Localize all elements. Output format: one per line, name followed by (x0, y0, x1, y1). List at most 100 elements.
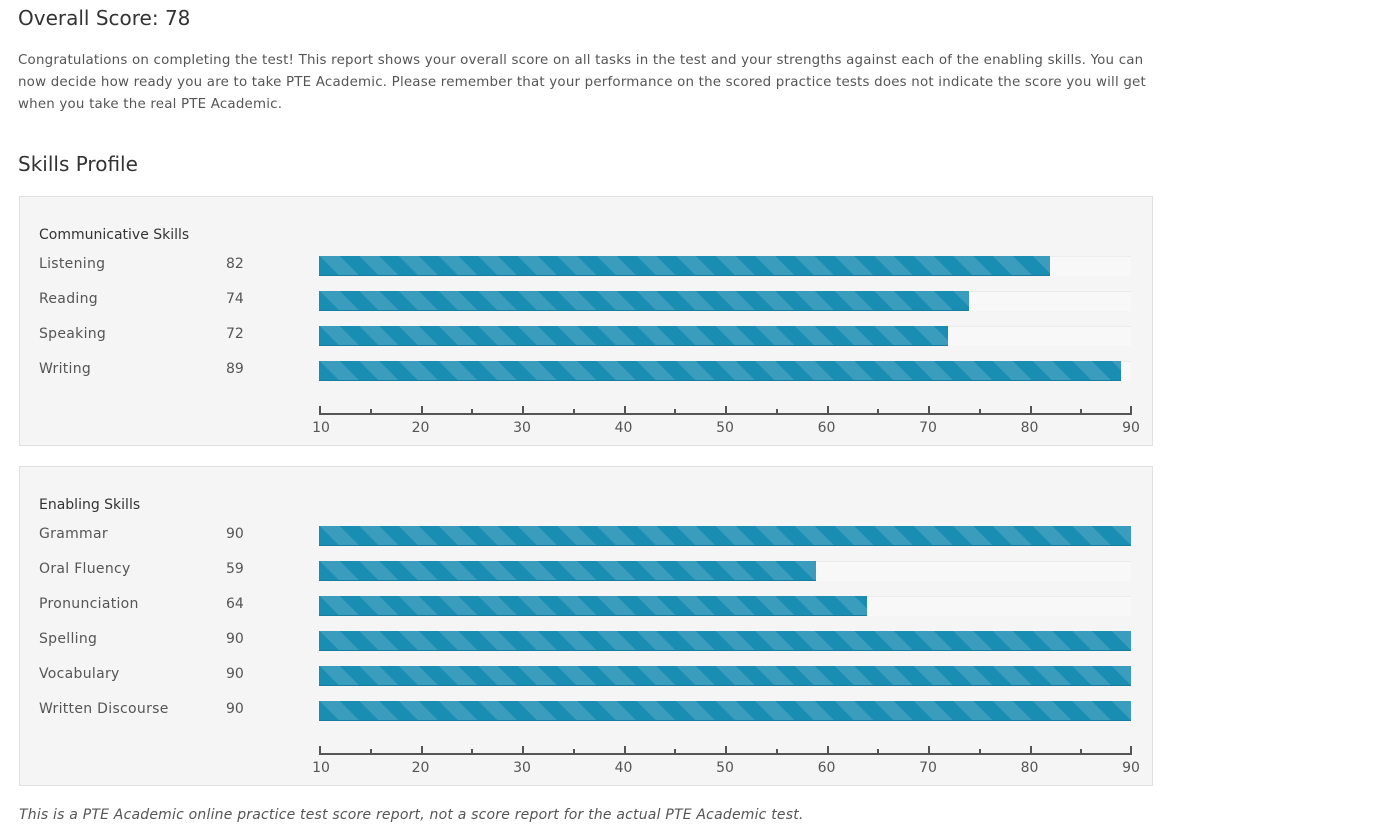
skill-label: Listening (39, 256, 106, 272)
skill-label: Written Discourse (39, 701, 169, 717)
major-tick (1029, 406, 1032, 414)
skill-score: 90 (226, 631, 244, 647)
score-bar (319, 526, 1131, 546)
skill-label: Speaking (39, 326, 107, 342)
skills-profile-heading: Skills Profile (18, 152, 138, 176)
minor-tick (1080, 749, 1083, 754)
minor-tick (978, 749, 981, 754)
skill-score: 89 (226, 361, 244, 377)
tick-label: 40 (614, 420, 633, 436)
major-tick (1029, 746, 1032, 754)
major-tick (725, 406, 727, 414)
tick-label: 30 (513, 420, 531, 436)
major-tick (420, 406, 423, 414)
footer-note: This is a PTE Academic online practice t… (19, 807, 804, 823)
major-tick (826, 406, 829, 414)
tick-label: 70 (919, 760, 937, 776)
tick-label: 10 (312, 420, 330, 436)
tick-label: 70 (919, 420, 937, 436)
score-bar (319, 596, 868, 616)
axis-line (319, 753, 1132, 755)
minor-tick (572, 409, 575, 414)
skill-score: 59 (226, 561, 244, 577)
major-tick (522, 406, 524, 414)
major-tick (1130, 746, 1132, 754)
minor-tick (471, 409, 474, 414)
tick-label: 60 (817, 760, 836, 776)
tick-label: 60 (817, 420, 836, 436)
skill-row: Vocabulary 90 (20, 666, 1152, 686)
major-tick (725, 746, 727, 754)
minor-tick (978, 409, 981, 414)
skill-row: Listening 82 (20, 256, 1152, 276)
skill-score: 90 (226, 526, 244, 542)
skill-label: Reading (39, 291, 98, 307)
x-axis: 10 20 30 40 50 60 70 80 90 (312, 406, 1140, 436)
enabling-skills-panel: Enabling Skills Grammar 90 Oral Fluency 59 P… (19, 466, 1153, 786)
bar-track (319, 666, 1131, 686)
tick-label: 10 (312, 760, 330, 776)
minor-tick (775, 749, 778, 754)
tick-label: 50 (716, 760, 734, 776)
skill-score: 64 (226, 596, 244, 612)
panel-heading: Enabling Skills (39, 497, 141, 513)
panel-heading: Communicative Skills (39, 227, 190, 243)
score-bar (319, 291, 969, 311)
skill-label: Oral Fluency (39, 561, 131, 577)
score-bar (319, 631, 1131, 651)
skill-row: Pronunciation 64 (20, 596, 1152, 616)
minor-tick (572, 749, 575, 754)
skill-score: 72 (226, 326, 244, 342)
skill-label: Vocabulary (39, 666, 120, 682)
minor-tick (877, 749, 880, 754)
minor-tick (674, 749, 677, 754)
skill-row: Reading 74 (20, 291, 1152, 311)
score-bar (319, 666, 1131, 686)
skill-label: Writing (39, 361, 92, 377)
minor-tick (471, 749, 474, 754)
bar-track (319, 561, 1131, 581)
major-tick (1130, 406, 1132, 414)
major-tick (826, 746, 829, 754)
major-tick (623, 406, 626, 414)
bar-track (319, 596, 1131, 616)
minor-tick (674, 409, 677, 414)
bar-track (319, 256, 1131, 276)
tick-label: 20 (411, 760, 430, 776)
skill-row: Grammar 90 (20, 526, 1152, 546)
bar-track (319, 361, 1131, 381)
score-bar (319, 256, 1050, 276)
skill-label: Pronunciation (39, 596, 139, 612)
tick-label: 90 (1122, 760, 1140, 776)
tick-label: 90 (1122, 420, 1140, 436)
minor-tick (369, 749, 372, 754)
bar-track (319, 291, 1131, 311)
tick-label: 80 (1020, 420, 1039, 436)
minor-tick (775, 409, 778, 414)
major-tick (522, 746, 524, 754)
score-bar (319, 361, 1121, 381)
skill-row: Written Discourse 90 (20, 701, 1152, 721)
skill-score: 90 (226, 666, 244, 682)
major-tick (420, 746, 423, 754)
major-tick (319, 746, 321, 754)
tick-label: 50 (716, 420, 734, 436)
tick-label: 40 (614, 760, 633, 776)
tick-label: 30 (513, 760, 531, 776)
score-bar (319, 326, 949, 346)
intro-text: Congratulations on completing the test! … (18, 53, 1146, 112)
tick-label: 80 (1020, 760, 1039, 776)
bar-track (319, 326, 1131, 346)
minor-tick (369, 409, 372, 414)
skill-label: Spelling (39, 631, 98, 647)
score-bar (319, 561, 817, 581)
skill-row: Oral Fluency 59 (20, 561, 1152, 581)
axis-line (319, 413, 1132, 415)
skill-score: 74 (226, 291, 244, 307)
score-bar (319, 701, 1131, 721)
x-axis: 10 20 30 40 50 60 70 80 90 (312, 746, 1140, 776)
skill-label: Grammar (39, 526, 108, 542)
bar-track (319, 631, 1131, 651)
bar-track (319, 701, 1131, 721)
major-tick (319, 406, 321, 414)
